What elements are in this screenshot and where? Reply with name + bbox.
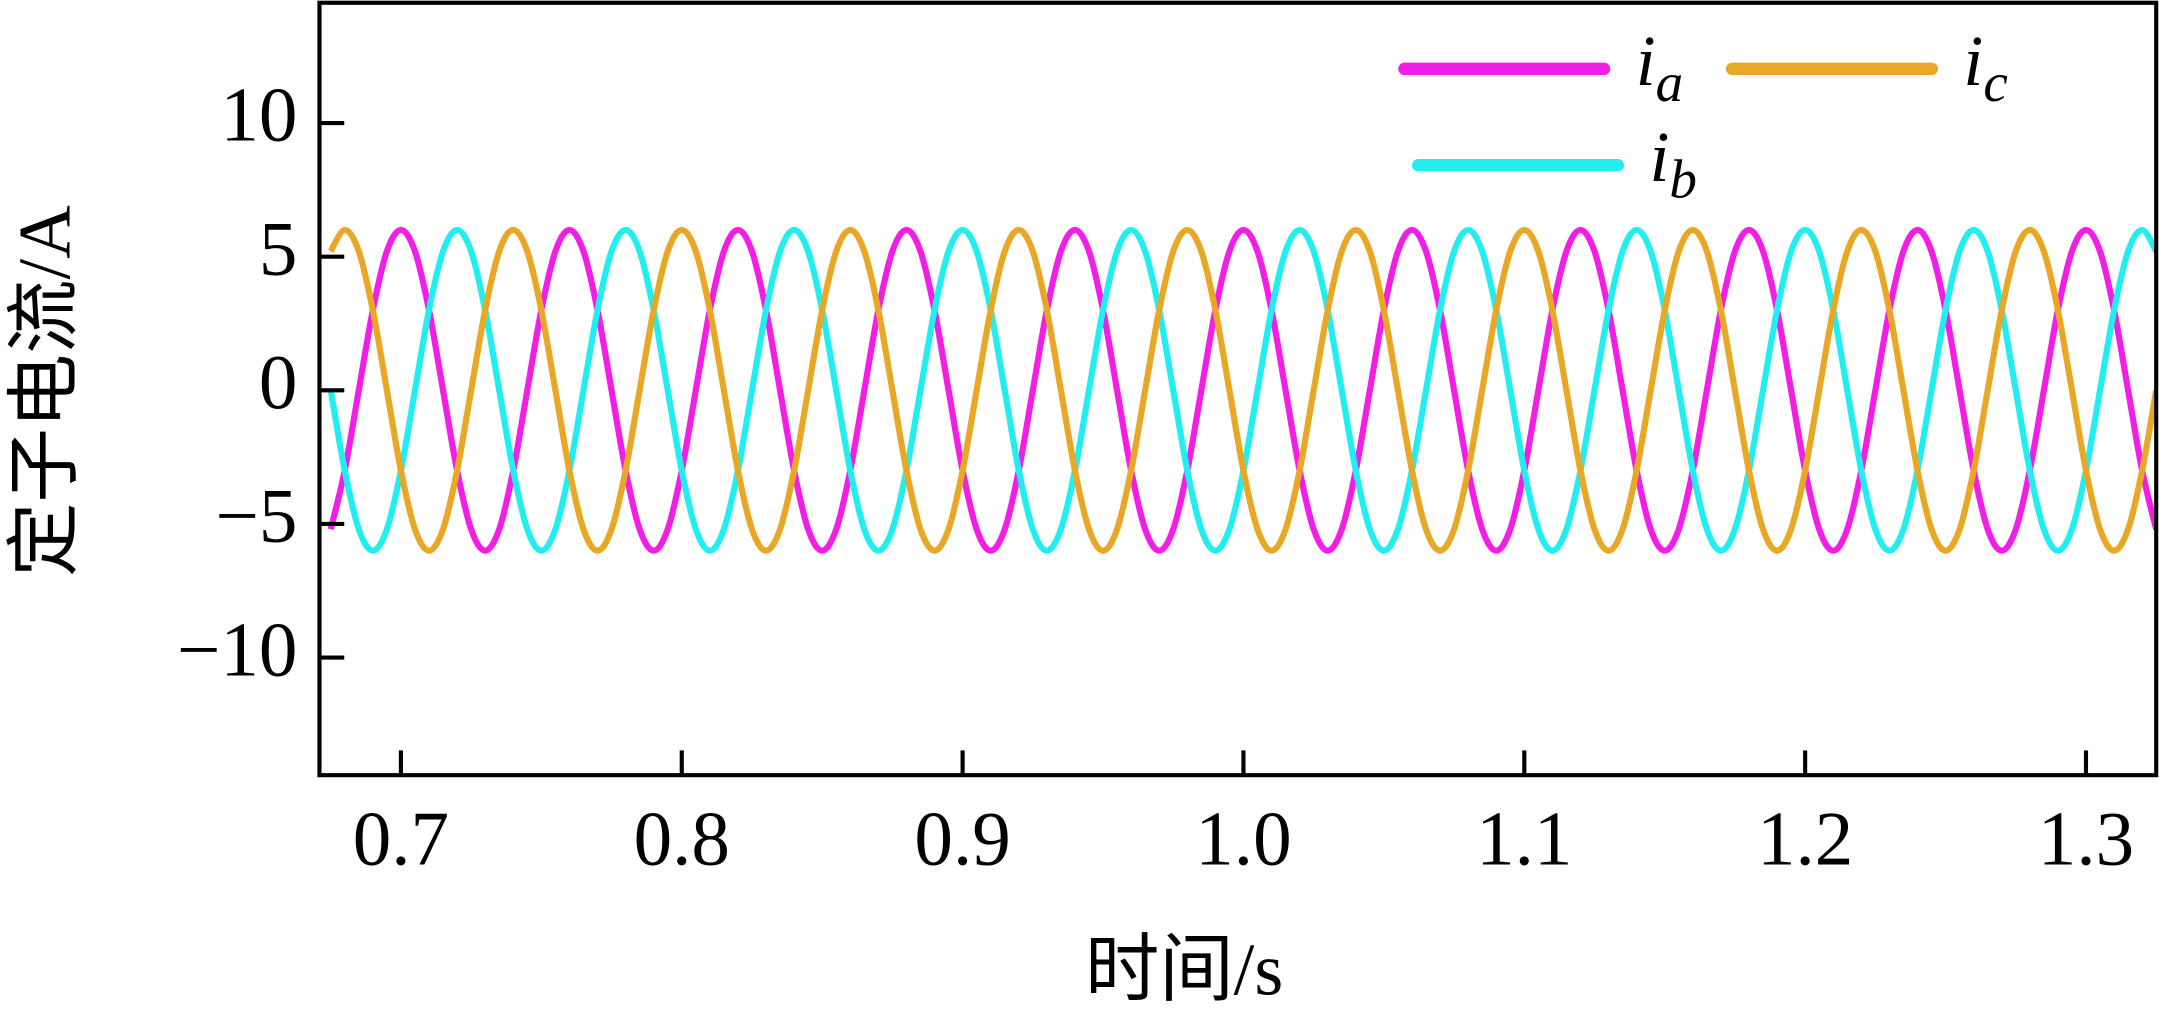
y-tick-label: −10 [177, 606, 298, 692]
y-tick-label: 5 [259, 205, 298, 291]
series-line [328, 226, 2157, 554]
y-axis-label: 定子电流/A [4, 205, 86, 577]
x-tick-label: 1.2 [1757, 795, 1853, 881]
x-tick-label: 0.7 [353, 795, 449, 881]
x-axis-label: 时间/s [1085, 930, 1283, 1012]
x-tick-label: 1.0 [1195, 795, 1291, 881]
plot-area [327, 226, 2157, 554]
series-line [327, 226, 2157, 554]
legend-label: ia [1636, 22, 1683, 112]
x-tick-label: 1.1 [1476, 795, 1572, 881]
y-tick-label: 0 [259, 339, 298, 425]
x-tick-label: 0.8 [634, 795, 730, 881]
legend-label: ib [1650, 119, 1697, 209]
y-tick-label: −5 [215, 473, 297, 559]
x-tick-label: 0.9 [914, 795, 1010, 881]
plot-frame [317, 0, 2159, 778]
legend-label: ic [1963, 22, 2007, 112]
y-tick-label: 10 [220, 72, 297, 158]
x-tick-label: 1.3 [2038, 795, 2134, 881]
